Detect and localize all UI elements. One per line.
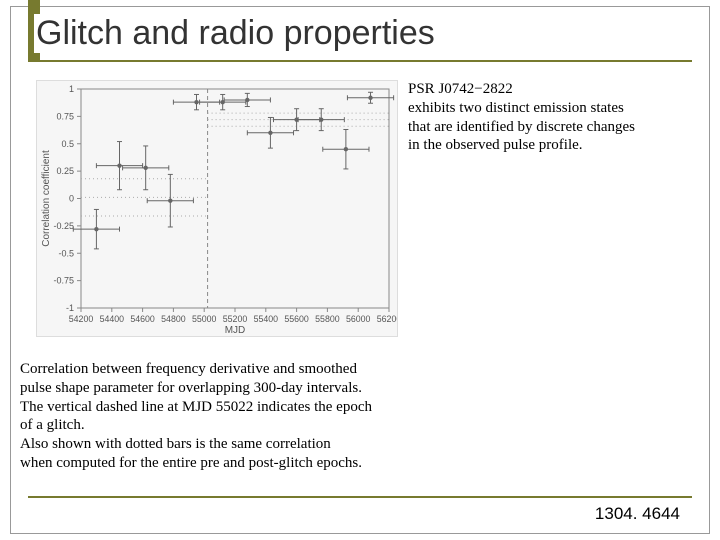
caption-line: that are identified by discrete changes — [408, 119, 635, 135]
caption-line: exhibits two distinct emission states — [408, 100, 624, 116]
caption-line: when computed for the entire pre and pos… — [20, 455, 362, 471]
caption-line: The vertical dashed line at MJD 55022 in… — [20, 399, 372, 415]
svg-text:0.75: 0.75 — [56, 111, 74, 121]
footer-rule — [28, 496, 692, 498]
svg-text:0: 0 — [69, 194, 74, 204]
svg-text:56200: 56200 — [377, 314, 397, 324]
svg-text:-1: -1 — [66, 303, 74, 313]
svg-text:55400: 55400 — [254, 314, 279, 324]
svg-text:54600: 54600 — [130, 314, 155, 324]
svg-text:54800: 54800 — [161, 314, 186, 324]
caption-line: of a glitch. — [20, 417, 85, 433]
svg-text:0.5: 0.5 — [61, 139, 74, 149]
svg-text:-0.25: -0.25 — [53, 221, 74, 231]
svg-text:1: 1 — [69, 84, 74, 94]
svg-text:55200: 55200 — [223, 314, 248, 324]
right-caption: PSR J0742−2822 exhibits two distinct emi… — [408, 80, 694, 155]
title-underline — [28, 60, 692, 62]
svg-text:Correlation coefficient: Correlation coefficient — [41, 150, 52, 247]
svg-text:54200: 54200 — [69, 314, 94, 324]
caption-line: pulse shape parameter for overlapping 30… — [20, 380, 362, 396]
svg-text:55800: 55800 — [315, 314, 340, 324]
svg-text:56000: 56000 — [346, 314, 371, 324]
svg-text:55600: 55600 — [284, 314, 309, 324]
page-title: Glitch and radio properties — [34, 14, 441, 53]
correlation-chart: -1 -0.75 -0.5 -0.25 0 0.25 0.5 0.75 1 54200 54400 5… — [36, 80, 398, 337]
caption-line: Correlation between frequency derivative… — [20, 361, 357, 377]
svg-text:0.25: 0.25 — [56, 166, 74, 176]
svg-text:54400: 54400 — [100, 314, 125, 324]
caption-line: in the observed pulse profile. — [408, 137, 583, 153]
reference-number: 1304. 4644 — [595, 504, 680, 524]
svg-text:55000: 55000 — [192, 314, 217, 324]
bottom-caption: Correlation between frequency derivative… — [20, 360, 520, 473]
caption-line: PSR J0742−2822 — [408, 81, 513, 97]
svg-text:MJD: MJD — [225, 325, 246, 336]
svg-text:-0.5: -0.5 — [58, 248, 74, 258]
svg-text:-0.75: -0.75 — [53, 276, 74, 286]
caption-line: Also shown with dotted bars is the same … — [20, 436, 331, 452]
